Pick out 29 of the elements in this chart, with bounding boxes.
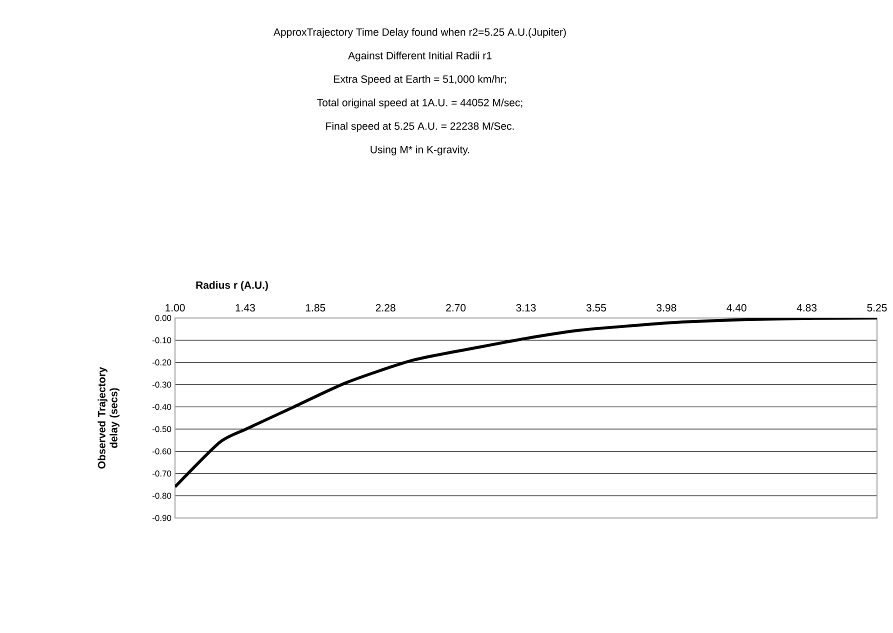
y-tick-label: -0.60 [152,448,172,454]
y-tick-label: -0.80 [152,492,172,499]
y-tick-label: -0.50 [152,426,172,432]
y-tick-label: -0.70 [152,470,172,477]
y-tick-label: -0.20 [152,359,172,366]
x-tick-label: 1.43 [236,304,255,312]
y-tick-label: -0.90 [152,514,172,521]
text: Final speed at 5.25 A.U. = 22238 M/Sec. [326,122,514,132]
chart-subtitle: Against Different Initial Radii r1 [348,52,492,62]
x-tick-label: 4.40 [726,304,746,312]
text: Using M* in K-gravity. [370,146,470,156]
x-tick-label: 3.13 [516,304,536,312]
y-axis-title: Observed Trajectory delay (secs) [98,366,120,469]
x-tick-label: 5.25 [867,304,887,312]
y-tick-label: 0.00 [155,314,172,321]
x-tick-label: 4.83 [796,304,817,312]
text: Total original speed at 1A.U. = 44052 M/sec; [317,98,522,108]
y-tick-label: -0.30 [152,382,172,388]
x-tick-label: 2.28 [376,304,396,312]
chart-title: ApproxTrajectory Time Delay found when r2=5.25 A.U.(Jupiter) [273,28,566,38]
x-tick-label: 2.70 [446,304,466,312]
x-tick-label: 1.85 [306,304,326,312]
x-tick-label: 3.55 [586,304,606,312]
x-axis-title: Radius r (A.U.) [196,281,268,291]
text: Extra Speed at Earth = 51,000 km/hr; [334,75,506,85]
y-tick-label: -0.40 [152,404,172,410]
x-tick-label: 1.00 [166,304,185,312]
x-tick-label: 3.98 [656,304,676,312]
y-tick-label: -0.10 [152,337,172,344]
